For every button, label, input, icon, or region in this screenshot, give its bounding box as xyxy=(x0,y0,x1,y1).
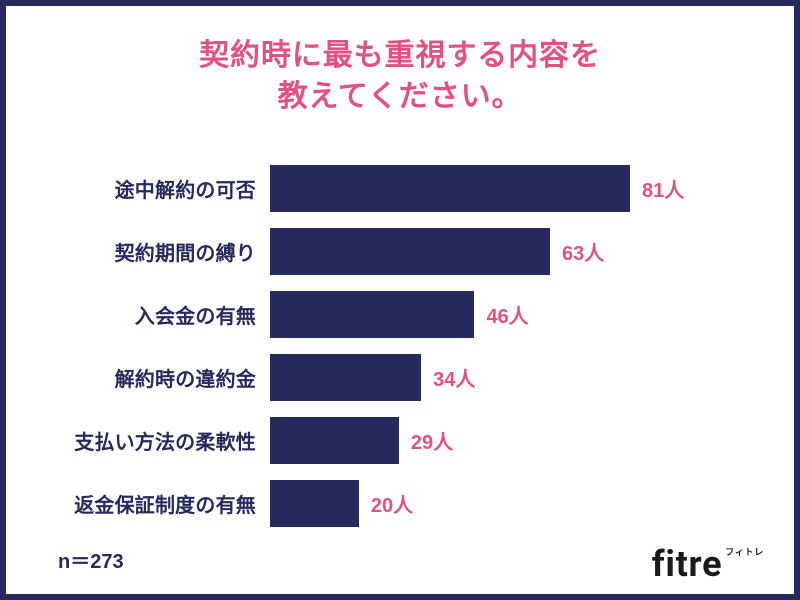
bar xyxy=(270,417,399,464)
bar-area: 29人 xyxy=(270,417,700,464)
bar-value: 34人 xyxy=(421,363,475,392)
bar-row: 契約期間の縛り 63人 xyxy=(60,228,700,275)
bar-chart: 途中解約の可否 81人契約期間の縛り 63人入会金の有無 46人解約時の違約金 34人支… xyxy=(60,165,700,527)
bar-label: 入会金の有無 xyxy=(60,300,270,329)
bar xyxy=(270,228,550,275)
logo-ruby: フィトレ xyxy=(725,545,764,558)
bar-row: 入会金の有無 46人 xyxy=(60,291,700,338)
bar-row: 返金保証制度の有無 20人 xyxy=(60,480,700,527)
bar-label: 解約時の違約金 xyxy=(60,363,270,392)
bar xyxy=(270,480,359,527)
bar-row: 途中解約の可否 81人 xyxy=(60,165,700,212)
bar-area: 81人 xyxy=(270,165,700,212)
bar-value: 63人 xyxy=(550,237,604,266)
bar-area: 63人 xyxy=(270,228,700,275)
bar-area: 20人 xyxy=(270,480,700,527)
bar-area: 34人 xyxy=(270,354,700,401)
bar-label: 途中解約の可否 xyxy=(60,174,270,203)
bar-value: 29人 xyxy=(399,426,453,455)
sample-size: n＝273 xyxy=(58,545,124,574)
bar xyxy=(270,165,630,212)
brand-logo: fitre フィトレ xyxy=(652,545,764,582)
bar-row: 支払い方法の柔軟性 29人 xyxy=(60,417,700,464)
bar-label: 返金保証制度の有無 xyxy=(60,489,270,518)
bar-value: 46人 xyxy=(474,300,528,329)
bar-row: 解約時の違約金 34人 xyxy=(60,354,700,401)
logo-text: fitre xyxy=(652,546,723,582)
bar-label: 契約期間の縛り xyxy=(60,237,270,266)
bar-value: 81人 xyxy=(630,174,684,203)
bar-value: 20人 xyxy=(359,489,413,518)
bar-label: 支払い方法の柔軟性 xyxy=(60,426,270,455)
bar-area: 46人 xyxy=(270,291,700,338)
bar xyxy=(270,354,421,401)
bar xyxy=(270,291,474,338)
